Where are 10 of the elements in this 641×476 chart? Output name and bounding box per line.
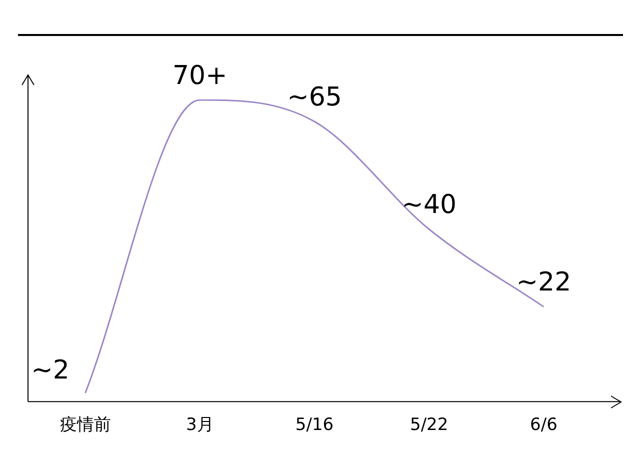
data-label: ~22 (516, 268, 572, 298)
x-tick-label: 5/16 (295, 415, 334, 436)
data-label: ~2 (31, 356, 70, 386)
data-label: ~40 (402, 190, 457, 220)
x-tick-label: 6/6 (530, 415, 558, 436)
x-tick-label: 疫情前 (60, 415, 111, 436)
data-label: ~65 (287, 82, 342, 112)
x-tick-label: 5/22 (410, 415, 448, 436)
data-label: 70+ (172, 60, 228, 91)
x-tick-label: 3月 (186, 415, 214, 436)
